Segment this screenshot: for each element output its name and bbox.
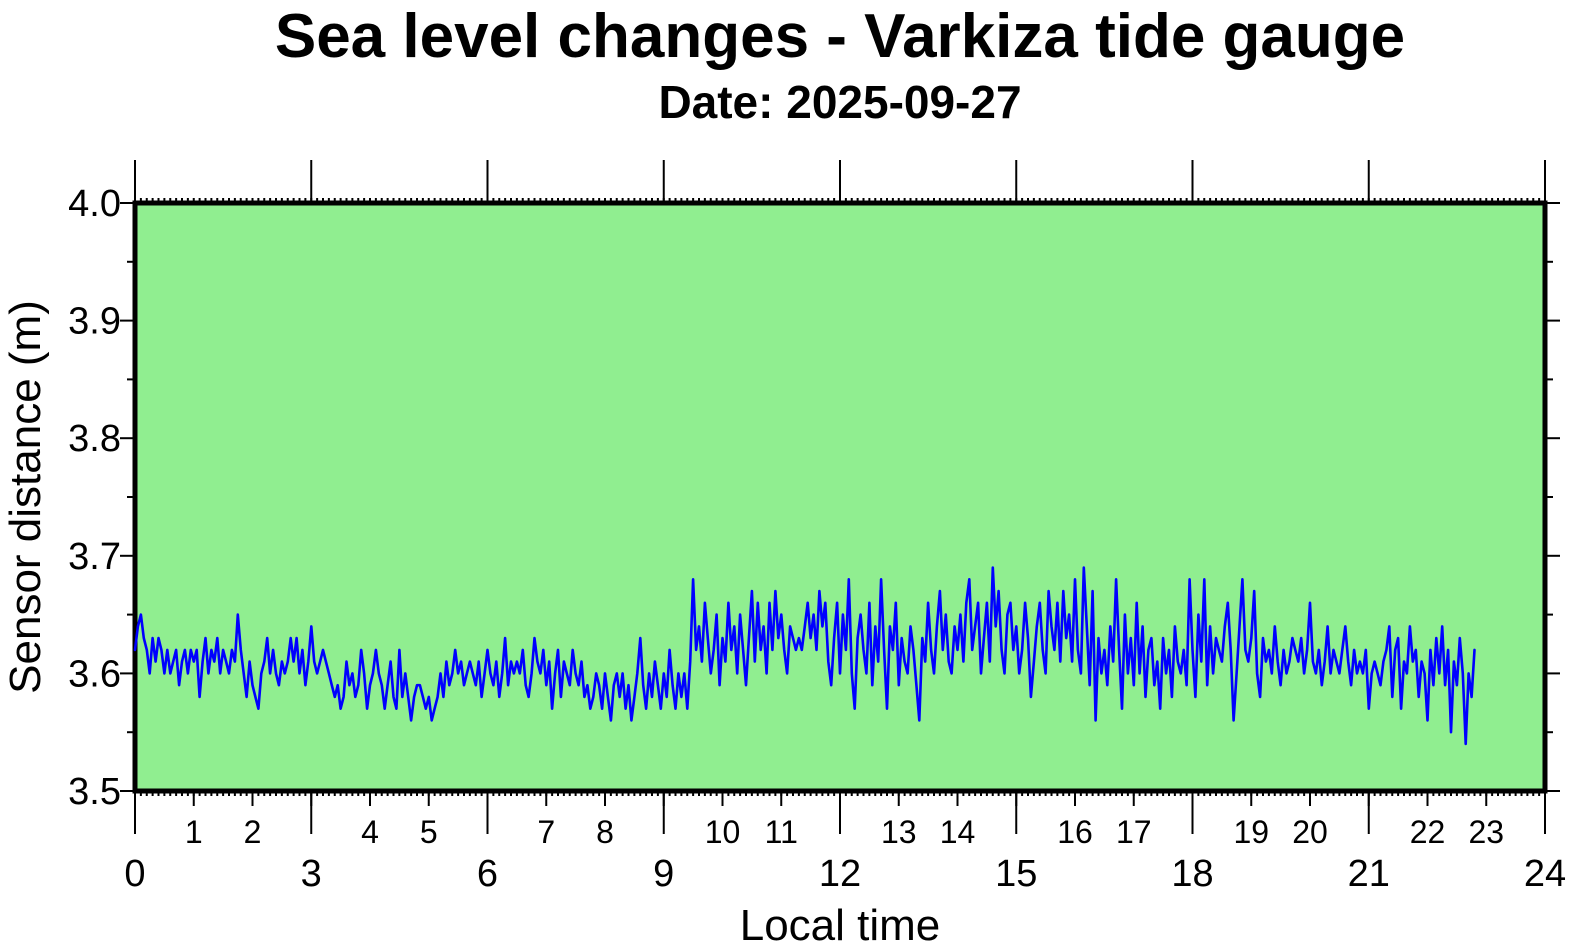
x-minor-tick-label: 14 (940, 814, 976, 850)
x-minor-tick-label: 17 (1116, 814, 1152, 850)
y-axis-label: Sensor distance (m) (1, 300, 50, 694)
chart-title: Sea level changes - Varkiza tide gauge (275, 2, 1405, 71)
x-minor-tick-label: 5 (420, 814, 438, 850)
x-minor-tick-label: 7 (537, 814, 555, 850)
x-major-tick-label: 24 (1524, 853, 1566, 895)
y-tick-label: 3.7 (68, 536, 121, 578)
x-minor-tick-label: 4 (361, 814, 379, 850)
plot-background (135, 203, 1545, 791)
x-minor-tick-label: 10 (705, 814, 741, 850)
y-tick-label: 3.5 (68, 771, 121, 813)
x-minor-tick-label: 19 (1233, 814, 1269, 850)
x-major-tick-label: 3 (301, 853, 322, 895)
x-major-tick-label: 9 (653, 853, 674, 895)
x-minor-tick-label: 16 (1057, 814, 1093, 850)
x-minor-tick-label: 20 (1292, 814, 1328, 850)
y-tick-label: 3.9 (68, 301, 121, 343)
x-major-tick-label: 0 (124, 853, 145, 895)
y-tick-label: 3.8 (68, 418, 121, 460)
x-major-tick-label: 21 (1348, 853, 1390, 895)
x-minor-tick-label: 8 (596, 814, 614, 850)
x-major-tick-label: 18 (1171, 853, 1213, 895)
axis-ticks (120, 160, 1560, 834)
x-minor-tick-label: 11 (765, 814, 798, 850)
tick-labels: 0 3 6 9 12 15 18 21 241 2 4 5 7 8 10 11 13 14 16 17 19 20 22 23… (68, 183, 1566, 895)
x-major-tick-label: 6 (477, 853, 498, 895)
x-minor-tick-label: 13 (881, 814, 917, 850)
data-series-group (133, 566, 1476, 746)
y-tick-label: 3.6 (68, 653, 121, 695)
sea-level-line (133, 566, 1476, 746)
x-major-tick-label: 15 (995, 853, 1037, 895)
x-minor-tick-label: 2 (244, 814, 262, 850)
y-tick-label: 4.0 (68, 183, 121, 225)
chart-subtitle: Date: 2025-09-27 (658, 76, 1021, 128)
x-axis-label: Local time (740, 901, 941, 950)
x-minor-tick-label: 1 (185, 814, 203, 850)
x-major-tick-label: 12 (819, 853, 861, 895)
x-minor-tick-label: 22 (1410, 814, 1446, 850)
x-minor-tick-label: 23 (1468, 814, 1504, 850)
